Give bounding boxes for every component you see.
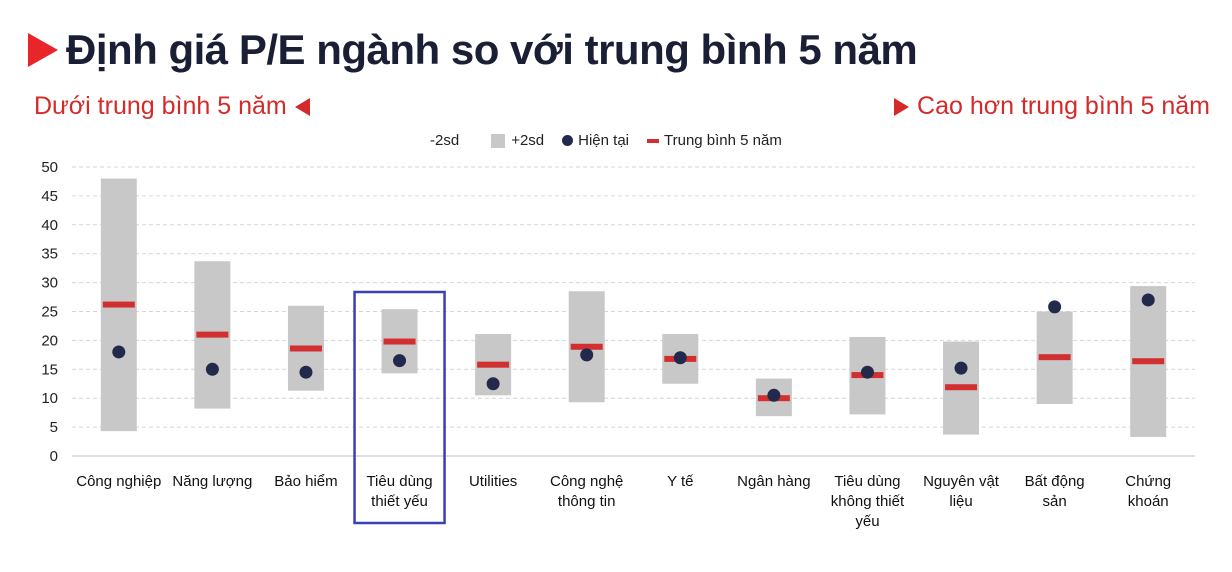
page-title: Định giá P/E ngành so với trung bình 5 n… <box>66 26 918 73</box>
chart-legend: -2sd +2sd Hiện tại Trung bình 5 năm <box>430 132 800 149</box>
y-tick-label: 30 <box>41 275 58 292</box>
category-label: Chứng <box>1125 473 1171 490</box>
below-average-label: Dưới trung bình 5 năm <box>34 92 310 121</box>
y-tick-label: 25 <box>41 304 58 321</box>
highlight-box <box>353 290 446 525</box>
category-label: sản <box>1043 493 1067 510</box>
legend-current-label: Hiện tại <box>578 132 629 149</box>
category-label: Bất động <box>1025 473 1085 490</box>
above-average-label: Cao hơn trung bình 5 năm <box>894 92 1210 121</box>
current-dot <box>393 354 407 368</box>
category-label: khoán <box>1128 493 1169 510</box>
category-label: Bảo hiểm <box>274 473 337 490</box>
current-dot <box>673 351 687 365</box>
avg-marker <box>1132 358 1165 365</box>
category-label: Y tế <box>667 473 694 490</box>
below-average-text: Dưới trung bình 5 năm <box>34 92 287 120</box>
category-label: thiết yếu <box>371 493 428 510</box>
category-label: liệu <box>949 493 972 510</box>
current-dot <box>112 345 126 359</box>
above-average-text: Cao hơn trung bình 5 năm <box>917 92 1210 120</box>
avg-marker <box>570 343 603 350</box>
current-dot <box>954 361 968 375</box>
avg-marker <box>289 345 322 352</box>
grey-box-icon <box>491 133 506 148</box>
left-arrow-icon <box>294 97 310 116</box>
legend-plus2sd-label: +2sd <box>511 132 545 149</box>
category-label: không thiết <box>831 493 905 510</box>
category-label: Ngân hàng <box>737 473 810 490</box>
avg-marker <box>477 361 510 368</box>
avg-marker <box>196 331 229 338</box>
y-tick-label: 40 <box>41 217 58 234</box>
current-dot <box>860 365 874 379</box>
current-dot <box>580 348 594 362</box>
y-tick-label: 45 <box>41 188 58 205</box>
title-row: Định giá P/E ngành so với trung bình 5 n… <box>28 20 918 80</box>
legend-minus2sd: -2sd <box>430 132 459 149</box>
current-dot <box>1048 300 1062 314</box>
y-tick-label: 15 <box>41 361 58 378</box>
current-dot <box>205 362 219 376</box>
legend-avg5y: Trung bình 5 năm <box>647 132 782 149</box>
current-dot <box>486 377 500 391</box>
category-label: Tiêu dùng <box>366 473 432 490</box>
y-tick-label: 20 <box>41 332 58 349</box>
right-arrow-icon <box>894 97 910 116</box>
current-dot <box>767 388 781 402</box>
category-label: Nguyên vật <box>923 473 1000 490</box>
legend-minus2sd-label: -2sd <box>430 132 460 149</box>
legend-plus2sd: +2sd <box>491 132 544 149</box>
category-label: Utilities <box>469 473 517 490</box>
title-arrow-icon <box>28 33 58 67</box>
category-label: Tiêu dùng <box>834 473 900 490</box>
legend-avg5y-label: Trung bình 5 năm <box>664 132 782 149</box>
category-label: thông tin <box>558 493 616 510</box>
legend-current: Hiện tại <box>562 132 629 149</box>
avg-marker <box>945 384 978 391</box>
dot-icon <box>562 135 574 146</box>
avg-marker <box>1038 354 1071 361</box>
category-label: Công nghệ <box>550 473 623 490</box>
current-dot <box>1141 293 1155 307</box>
current-dot <box>299 365 313 379</box>
avg-marker <box>102 301 135 308</box>
category-label: yếu <box>855 513 879 530</box>
red-dash-icon <box>647 138 659 143</box>
avg-marker <box>383 338 416 345</box>
y-tick-label: 5 <box>50 419 58 436</box>
category-label: Năng lượng <box>172 473 252 490</box>
category-label: Công nghiệp <box>76 473 161 490</box>
y-tick-label: 10 <box>41 390 58 407</box>
y-tick-label: 35 <box>41 246 58 263</box>
y-tick-label: 50 <box>41 159 58 176</box>
y-tick-label: 0 <box>50 448 58 465</box>
